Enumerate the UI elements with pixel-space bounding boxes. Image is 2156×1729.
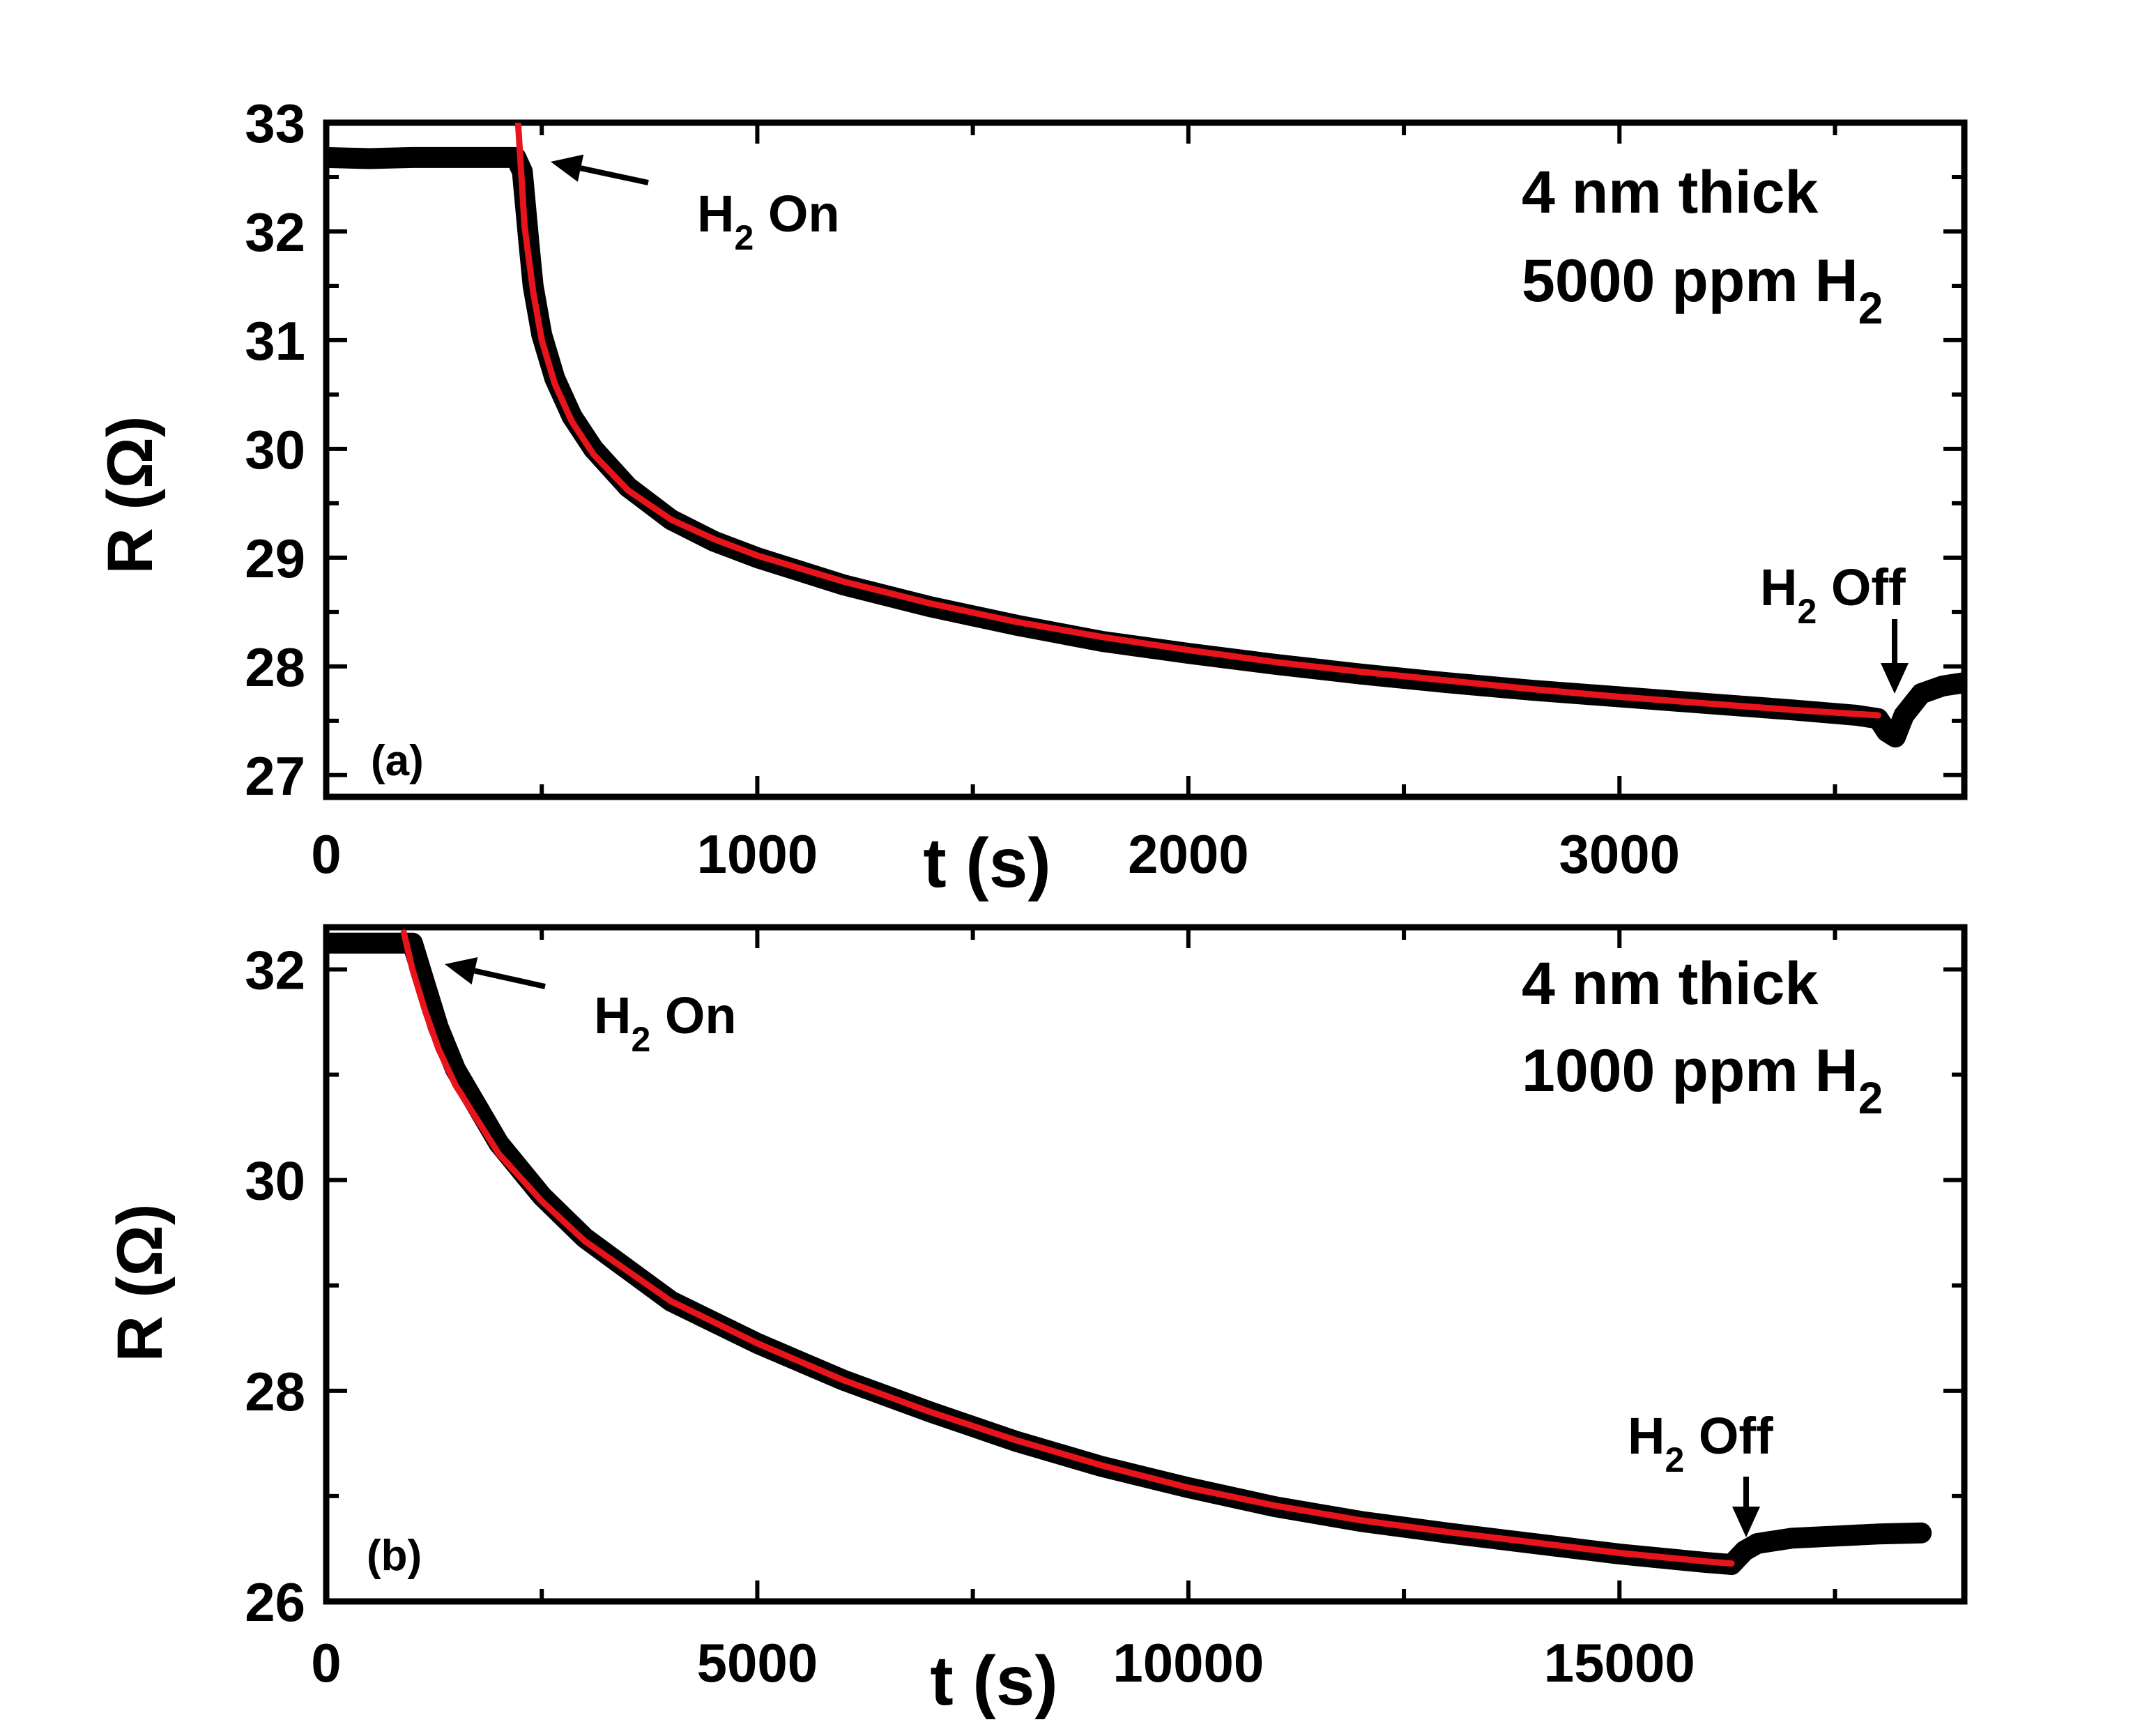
annotation-h2-off-rest: Off [1817, 558, 1906, 616]
plot-frame [323, 119, 1968, 800]
annotation-h2-off-h: H [1760, 558, 1797, 616]
annotation-h2-on-subscript: 2 [734, 218, 754, 257]
info-concentration: 1000 ppm H2 [1522, 1037, 1883, 1123]
info-thickness: 4 nm thick [1522, 950, 1819, 1017]
annotation-h2-on-h: H [594, 987, 631, 1044]
arrow-h2-off-head [1732, 1507, 1760, 1537]
y-tick-label: 31 [245, 310, 305, 372]
x-tick-label: 1000 [697, 823, 818, 885]
info-concentration-subscript: 2 [1858, 1073, 1883, 1123]
arrow-h2-on-head [445, 957, 478, 985]
y-tick-label: 29 [245, 528, 305, 589]
x-axis-title: t (s) [923, 824, 1050, 902]
y-tick-label: 26 [245, 1571, 305, 1633]
annotation-h2-on-h: H [697, 185, 734, 243]
y-tick-label: 32 [245, 201, 305, 263]
info-concentration-subscript: 2 [1858, 283, 1883, 333]
arrow-h2-on-shaft [580, 165, 649, 185]
x-tick-label: 15000 [1544, 1632, 1695, 1693]
y-tick-label: 27 [245, 745, 305, 807]
x-tick-label: 0 [311, 1632, 341, 1693]
annotation-h2-off: H2 Off [1628, 1407, 1773, 1479]
annotation-h2-off-subscript: 2 [1797, 592, 1817, 631]
y-axis-title: R (Ω) [105, 1203, 176, 1362]
arrow-h2-on-shaft [474, 968, 546, 989]
x-tick-label: 0 [311, 823, 341, 885]
info-thickness: 4 nm thick [1522, 159, 1819, 226]
panel-label: (a) [371, 737, 424, 785]
annotation-h2-off-h: H [1628, 1407, 1665, 1465]
y-tick-label: 28 [245, 1361, 305, 1422]
info-concentration: 5000 ppm H2 [1522, 247, 1883, 333]
x-axis-title: t (s) [930, 1642, 1057, 1720]
annotation-h2-on-rest: On [650, 987, 736, 1044]
x-tick-label: 10000 [1113, 1632, 1264, 1693]
y-axis-title: R (Ω) [95, 416, 166, 574]
y-tick-label: 30 [245, 419, 305, 480]
arrow-h2-on-head [551, 154, 584, 182]
x-tick-label: 3000 [1559, 823, 1680, 885]
fit-curve [514, 123, 1881, 719]
x-tick-label: 2000 [1128, 823, 1249, 885]
annotation-h2-on: H2 On [594, 987, 737, 1059]
measured-data-curve [326, 146, 1964, 748]
chart-panel-b: 0 5000 10000 15000 26 28 30 32 R (Ω) t (s) 4 nm th… [105, 924, 1968, 1720]
y-tick-label: 28 [245, 637, 305, 698]
annotation-h2-on-rest: On [754, 185, 839, 243]
annotation-h2-on-subscript: 2 [631, 1020, 650, 1059]
arrow-h2-off-head [1881, 663, 1909, 694]
fit-curve [400, 929, 1735, 1567]
x-tick-label: 5000 [697, 1632, 818, 1693]
info-concentration-main: 1000 ppm H [1522, 1037, 1858, 1104]
annotation-h2-off: H2 Off [1760, 558, 1906, 631]
annotation-h2-off-subscript: 2 [1665, 1440, 1684, 1479]
y-tick-label: 32 [245, 939, 305, 1000]
annotation-h2-off-rest: Off [1684, 1407, 1773, 1465]
chart-panel-a: 0 1000 2000 3000 27 28 29 30 31 32 33 R (Ω) t (s) 4 n… [95, 93, 1968, 902]
panel-label: (b) [367, 1532, 422, 1580]
plot-frame [323, 924, 1968, 1605]
annotation-h2-on: H2 On [697, 185, 840, 257]
info-concentration-main: 5000 ppm H [1522, 247, 1858, 314]
y-tick-label: 33 [245, 93, 305, 154]
y-tick-label: 30 [245, 1150, 305, 1212]
